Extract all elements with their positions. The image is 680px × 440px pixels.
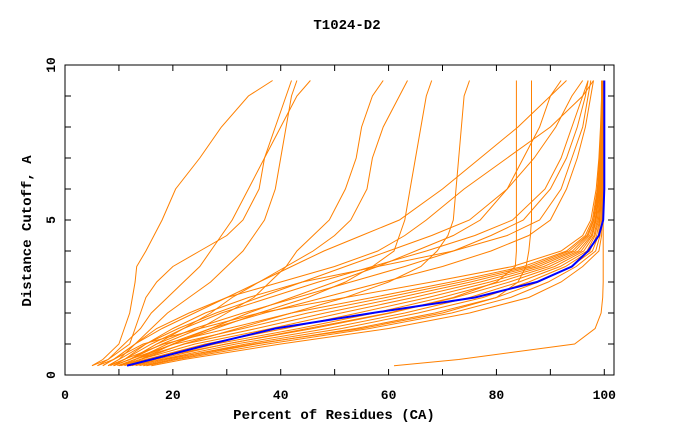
model-curve-20 — [118, 80, 433, 367]
model-curve-3 — [113, 80, 603, 367]
x-tick-label: 100 — [593, 388, 617, 403]
model-curve-13 — [151, 80, 604, 367]
model-curve-27 — [107, 80, 584, 367]
model-curve-4 — [117, 80, 603, 367]
y-tick-label: 5 — [44, 216, 59, 224]
x-axis-label: Percent of Residues (CA) — [233, 408, 435, 424]
y-tick-label: 10 — [44, 57, 59, 73]
x-tick-label: 0 — [61, 388, 69, 403]
x-tick-label: 60 — [381, 388, 397, 403]
plot-area — [91, 80, 606, 367]
axes: 0 20 40 60 80 100 0 5 10 — [44, 57, 616, 403]
model-curve-32 — [97, 80, 594, 367]
model-curve-26 — [102, 80, 567, 367]
chart-title: T1024-D2 — [313, 18, 380, 34]
model-curve-25 — [393, 80, 604, 367]
model-curve-17 — [107, 80, 298, 367]
model-curve-16 — [91, 80, 311, 367]
model-curve-2 — [110, 80, 603, 367]
model-curve-29 — [113, 80, 589, 367]
model-curve-28 — [113, 80, 589, 367]
model-curve-31 — [107, 80, 592, 367]
model-curve-18 — [113, 80, 384, 367]
x-tick-label: 20 — [165, 388, 181, 403]
y-axis-label: Distance Cutoff, A — [20, 155, 36, 307]
model-curve-24 — [129, 80, 532, 367]
model-curve-1 — [102, 80, 603, 367]
model-curve-14 — [91, 80, 273, 367]
y-tick-label: 0 — [44, 371, 59, 379]
x-tick-label: 80 — [489, 388, 505, 403]
model-curve-23 — [118, 80, 517, 367]
highlight-curve — [126, 80, 606, 367]
model-curve-19 — [113, 80, 408, 367]
x-tick-label: 40 — [273, 388, 289, 403]
model-curve-30 — [118, 80, 594, 367]
model-curve-12 — [146, 80, 604, 367]
